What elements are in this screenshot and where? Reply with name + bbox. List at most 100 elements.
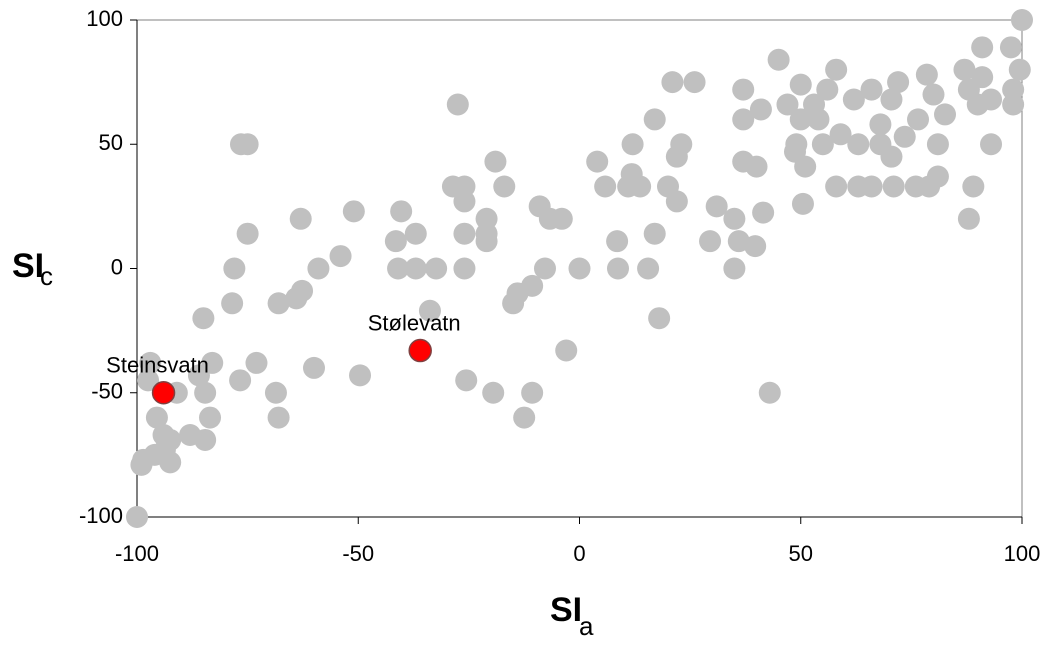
point <box>617 175 640 198</box>
point <box>860 78 883 101</box>
point <box>187 364 210 387</box>
point <box>453 257 476 280</box>
point <box>555 339 578 362</box>
point <box>285 287 308 310</box>
point <box>727 230 750 253</box>
point <box>825 58 848 81</box>
point <box>869 113 892 136</box>
point <box>342 200 365 223</box>
point <box>236 222 259 245</box>
point <box>223 257 246 280</box>
point <box>408 338 432 363</box>
point <box>767 48 790 71</box>
point <box>723 257 746 280</box>
point <box>643 222 666 245</box>
point <box>145 406 168 429</box>
y-tick-label: 100 <box>86 6 123 31</box>
point <box>139 351 162 374</box>
point <box>513 406 536 429</box>
point <box>887 71 910 94</box>
point <box>455 369 478 392</box>
point <box>502 292 525 315</box>
point <box>880 88 903 111</box>
point <box>842 88 865 111</box>
y-label-subscript: c <box>40 261 53 291</box>
point <box>758 381 781 404</box>
x-label-subscript: a <box>579 611 594 641</box>
point <box>475 207 498 230</box>
point <box>606 230 629 253</box>
point <box>934 103 957 126</box>
point <box>1008 58 1031 81</box>
point <box>484 150 507 173</box>
point <box>637 257 660 280</box>
point <box>1011 9 1033 31</box>
point <box>289 207 312 230</box>
point <box>475 230 498 253</box>
point <box>847 133 870 156</box>
point <box>926 133 949 156</box>
point <box>980 133 1003 156</box>
y-tick-label: 50 <box>99 130 123 155</box>
x-label: SI <box>550 591 582 629</box>
point <box>267 292 290 315</box>
point <box>893 125 916 148</box>
point <box>749 98 772 121</box>
point <box>803 93 826 116</box>
y-tick-label: -100 <box>79 503 123 528</box>
point <box>192 307 215 330</box>
point <box>957 207 980 230</box>
point <box>953 58 976 81</box>
point <box>776 93 799 116</box>
point <box>384 230 407 253</box>
point <box>194 381 217 404</box>
point <box>811 133 834 156</box>
point <box>789 108 812 131</box>
point <box>606 257 629 280</box>
point <box>922 83 945 106</box>
point <box>1002 93 1025 116</box>
point <box>705 195 728 218</box>
point <box>229 133 252 156</box>
point <box>453 222 476 245</box>
x-tick-label: 100 <box>1004 541 1041 566</box>
y-tick-label: 0 <box>111 254 123 279</box>
point <box>528 195 551 218</box>
point <box>971 36 994 59</box>
x-tick-label: 0 <box>573 541 585 566</box>
point-label: Stølevatn <box>368 310 461 335</box>
point <box>267 406 290 429</box>
point <box>962 175 985 198</box>
point <box>683 71 706 94</box>
point <box>732 78 755 101</box>
point <box>657 175 679 198</box>
point <box>307 257 330 280</box>
point <box>221 292 244 315</box>
point <box>825 175 848 198</box>
point <box>132 448 155 471</box>
point <box>829 123 852 146</box>
point <box>783 140 806 163</box>
point <box>847 175 870 198</box>
point <box>723 207 746 230</box>
point <box>915 63 938 86</box>
point <box>199 406 222 429</box>
point <box>329 245 352 268</box>
point <box>791 192 814 215</box>
point <box>586 150 609 173</box>
point <box>621 133 644 156</box>
y-label: SI <box>12 247 44 285</box>
point <box>643 108 666 131</box>
point <box>441 175 464 198</box>
point <box>446 93 469 116</box>
point <box>229 369 252 392</box>
point <box>493 175 516 198</box>
point <box>159 428 182 451</box>
point <box>665 145 688 168</box>
point <box>521 381 544 404</box>
point <box>732 108 755 131</box>
point <box>179 423 202 446</box>
point <box>816 78 839 101</box>
point <box>999 36 1022 59</box>
